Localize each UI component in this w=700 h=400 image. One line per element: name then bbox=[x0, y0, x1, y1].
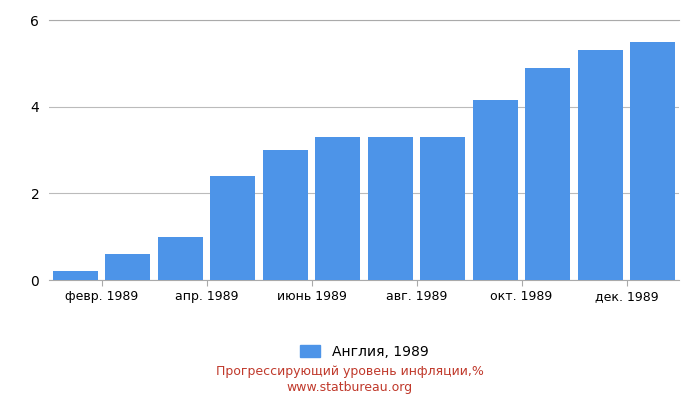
Text: Прогрессирующий уровень инфляции,%: Прогрессирующий уровень инфляции,% bbox=[216, 366, 484, 378]
Bar bbox=[631, 42, 675, 280]
Bar bbox=[526, 68, 570, 280]
Bar bbox=[53, 271, 97, 280]
Bar bbox=[578, 50, 622, 280]
Text: www.statbureau.org: www.statbureau.org bbox=[287, 382, 413, 394]
Bar bbox=[473, 100, 517, 280]
Bar bbox=[421, 137, 465, 280]
Bar bbox=[368, 137, 412, 280]
Bar bbox=[211, 176, 255, 280]
Bar bbox=[316, 137, 360, 280]
Bar bbox=[263, 150, 307, 280]
Legend: Англия, 1989: Англия, 1989 bbox=[294, 339, 434, 364]
Bar bbox=[158, 237, 202, 280]
Bar bbox=[106, 254, 150, 280]
